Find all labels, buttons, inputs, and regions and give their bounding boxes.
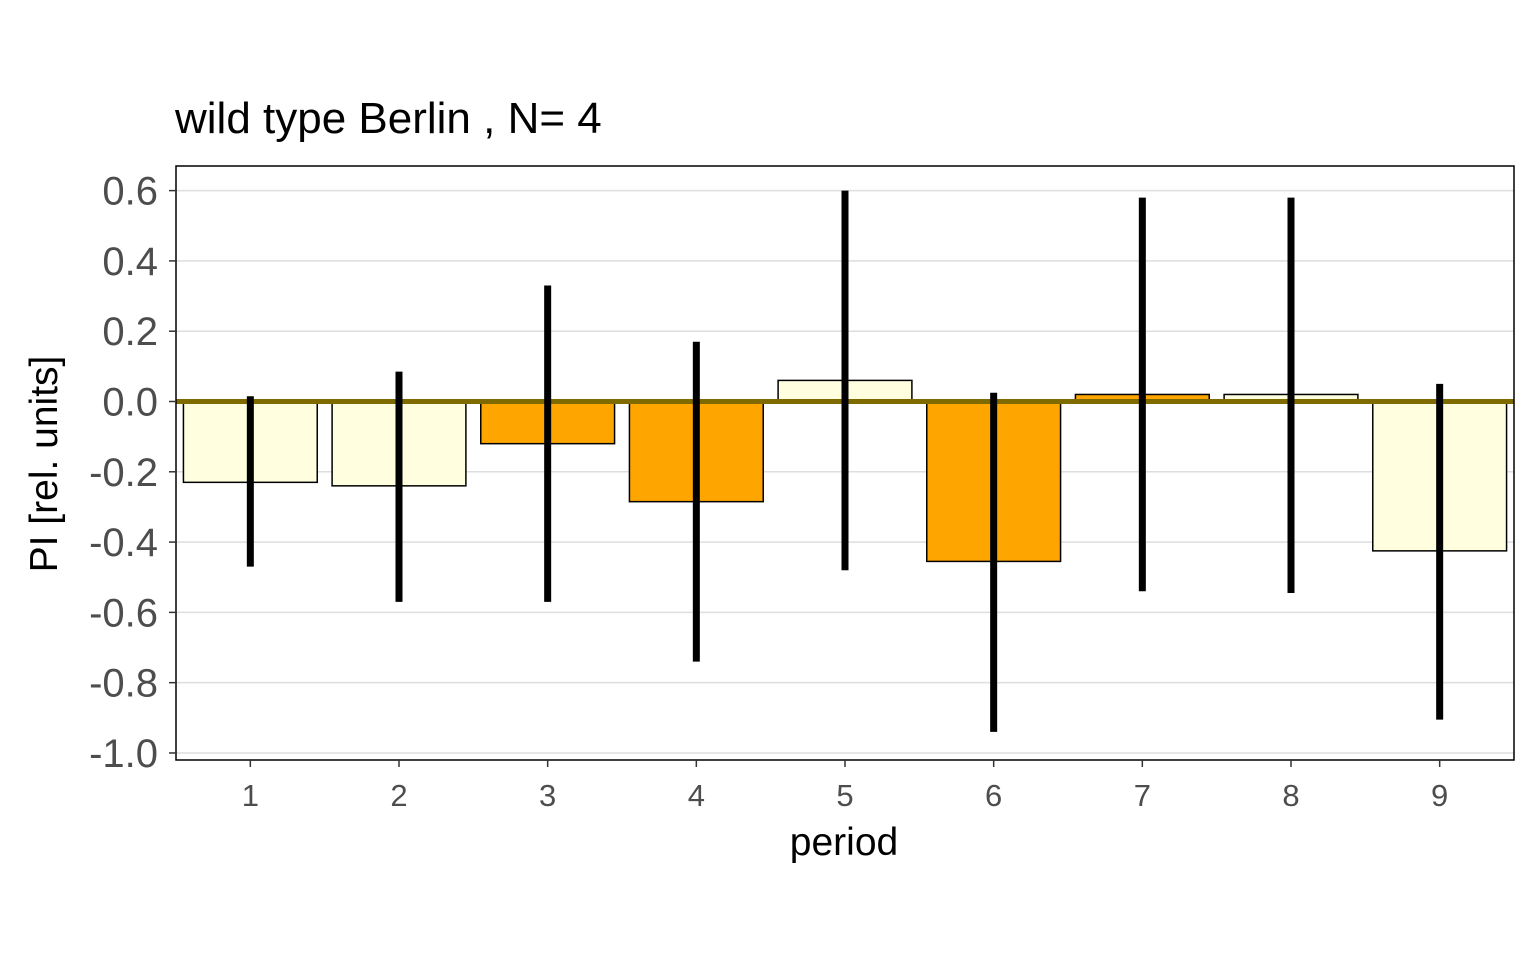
x-tick-label: 8	[1282, 778, 1299, 813]
y-tick-label: 0.0	[102, 380, 158, 424]
x-tick-label: 2	[390, 778, 407, 813]
x-tick-label: 4	[688, 778, 705, 813]
y-tick-label: -0.2	[89, 451, 158, 495]
y-tick-label: 0.2	[102, 310, 158, 354]
x-tick-label: 9	[1431, 778, 1448, 813]
x-tick-label: 1	[242, 778, 259, 813]
error-bars	[246, 190, 1444, 732]
x-tick-label: 5	[836, 778, 853, 813]
chart-title: wild type Berlin , N= 4	[174, 94, 602, 143]
y-tick-label: -0.8	[89, 662, 158, 706]
y-tick-label: 0.6	[102, 170, 158, 214]
x-axis-title: period	[790, 821, 898, 864]
y-axis-title: PI [rel. units]	[23, 356, 66, 573]
x-tick-label: 7	[1134, 778, 1151, 813]
x-tick-label: 6	[985, 778, 1002, 813]
x-axis: 1 2 3 4 5 6 7 8 9	[242, 760, 1448, 813]
y-tick-label: -1.0	[89, 732, 158, 776]
y-tick-label: 0.4	[102, 240, 158, 284]
x-tick-label: 3	[539, 778, 556, 813]
y-tick-label: -0.4	[89, 521, 158, 565]
y-axis: -1.0 -0.8 -0.6 -0.4 -0.2 0.0 0.2 0.4 0.6	[89, 170, 176, 776]
y-tick-label: -0.6	[89, 591, 158, 635]
